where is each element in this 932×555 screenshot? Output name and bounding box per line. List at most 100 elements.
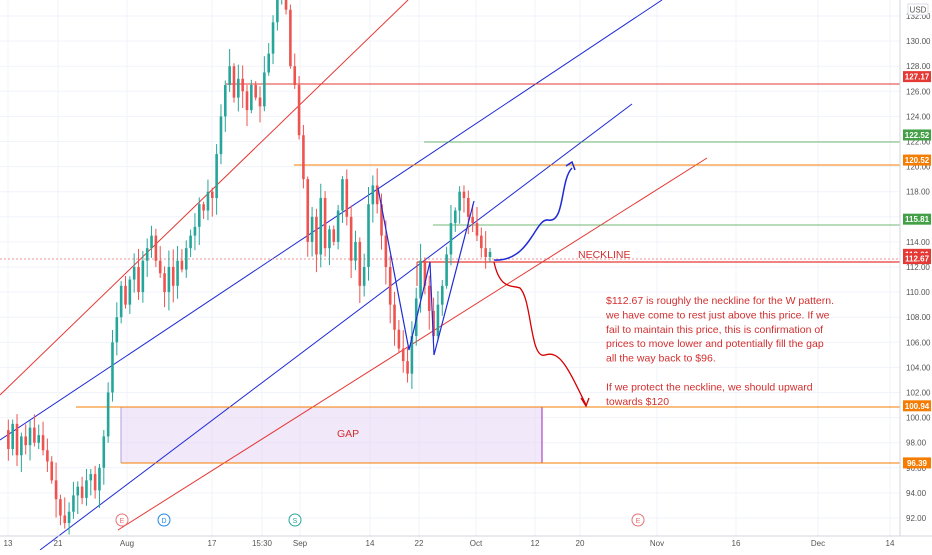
candle-body xyxy=(180,260,184,270)
time-tick-label: 22 xyxy=(415,539,424,548)
candle-body xyxy=(50,461,54,481)
candle-body xyxy=(488,251,492,257)
candle-body xyxy=(193,226,197,236)
candle-body xyxy=(184,248,188,270)
candle-body xyxy=(384,235,388,267)
candle-body xyxy=(54,480,58,500)
analysis-note-line: we have come to rest just above this pri… xyxy=(605,309,830,321)
price-level-tag-label: 100.94 xyxy=(905,402,930,411)
candle-body xyxy=(72,495,75,512)
candle-body xyxy=(263,72,266,107)
candle-body xyxy=(215,154,218,198)
candle-body xyxy=(380,204,383,236)
price-level-tag xyxy=(903,213,931,225)
candle-body xyxy=(111,342,114,393)
candle-body xyxy=(284,0,288,10)
event-marker-circle[interactable] xyxy=(157,513,171,527)
event-marker-label: S xyxy=(293,518,298,525)
time-tick-label: 14 xyxy=(886,539,895,548)
candle-body xyxy=(375,185,379,205)
price-level-tag-label: 122.52 xyxy=(905,131,930,140)
candle-body xyxy=(80,486,84,498)
price-tick-label: 104.00 xyxy=(906,363,931,372)
candle-body xyxy=(293,66,297,86)
currency-label: USD xyxy=(910,6,927,15)
candle-body xyxy=(197,204,201,227)
candle-body xyxy=(276,0,279,23)
candle-body xyxy=(406,361,409,374)
time-tick-label: 21 xyxy=(54,539,63,548)
analysis-note-line: fail to maintain this price, this is con… xyxy=(606,324,823,336)
candle-body xyxy=(102,436,106,468)
candle-body xyxy=(271,22,275,54)
price-tick-label: 132.00 xyxy=(906,12,931,21)
candle-body xyxy=(115,317,119,343)
bearish-projection-curve xyxy=(493,261,587,406)
candle-body xyxy=(349,216,353,261)
price-level-tag-label: 127.17 xyxy=(905,73,930,82)
time-tick-label: 13 xyxy=(4,539,13,548)
candle-body xyxy=(480,235,483,249)
upper-trend-line-red xyxy=(0,0,409,396)
candle-body xyxy=(393,304,396,330)
candle-body xyxy=(341,179,344,211)
candle-body xyxy=(59,499,62,516)
candle-body xyxy=(453,210,457,224)
candle-body xyxy=(141,260,145,293)
candle-body xyxy=(332,229,336,242)
candle-body xyxy=(41,435,45,451)
bullish-projection-curve xyxy=(493,167,573,261)
candle-body xyxy=(106,392,110,437)
candle-body xyxy=(336,210,340,242)
candle-body xyxy=(475,223,479,236)
price-level-tag xyxy=(903,400,931,412)
bearish-arrow-head xyxy=(580,397,590,408)
price-tick-label: 130.00 xyxy=(906,37,931,46)
candle-body xyxy=(176,260,179,286)
time-tick-label: Nov xyxy=(650,539,664,548)
price-tick-label: 108.00 xyxy=(906,313,931,322)
candle-body xyxy=(471,216,474,224)
candle-body xyxy=(401,348,405,362)
candle-body xyxy=(388,267,392,305)
candle-body xyxy=(306,179,310,242)
candle-body xyxy=(250,85,253,111)
event-marker-circle[interactable] xyxy=(115,513,129,527)
candle-body xyxy=(297,85,301,136)
event-marker-circle[interactable] xyxy=(631,513,645,527)
price-level-tag-label: 120.52 xyxy=(905,156,930,165)
price-tick-label: 124.00 xyxy=(906,112,931,121)
time-axis[interactable]: 13 21 Aug 17 15:30 Sep 14 22 Oct 12 20 Nov 16 Dec 14 xyxy=(4,539,895,548)
candle-body xyxy=(258,97,262,107)
candle-body xyxy=(63,515,67,524)
time-tick-label: 15:30 xyxy=(252,539,273,548)
candle-body xyxy=(237,78,240,98)
time-tick-label: Sep xyxy=(293,539,308,548)
candle-body xyxy=(167,267,171,293)
candle-body xyxy=(289,9,292,67)
event-marker-circle[interactable] xyxy=(288,513,302,527)
candle-body xyxy=(302,135,305,180)
event-marker-label: E xyxy=(120,518,125,525)
candle-body xyxy=(24,436,27,446)
event-marker-label: D xyxy=(161,518,166,525)
candle-body xyxy=(315,216,318,255)
candle-body xyxy=(11,423,14,449)
candle-body xyxy=(202,204,205,211)
candle-body xyxy=(98,467,101,491)
price-tick-label: 106.00 xyxy=(906,338,931,347)
candle-body xyxy=(37,435,41,443)
candle-body xyxy=(154,235,158,261)
time-tick-label: Oct xyxy=(470,539,483,548)
price-tick-label: 92.00 xyxy=(906,514,927,523)
candle-body xyxy=(358,241,362,286)
event-marker-label: E xyxy=(636,518,641,525)
candle-body xyxy=(449,223,453,255)
time-tick-label: Dec xyxy=(811,539,825,548)
candle-body xyxy=(206,191,210,211)
price-level-tags: 127.17122.52120.52115.81113.01112.67100.… xyxy=(903,71,931,469)
candle-body xyxy=(93,474,97,491)
